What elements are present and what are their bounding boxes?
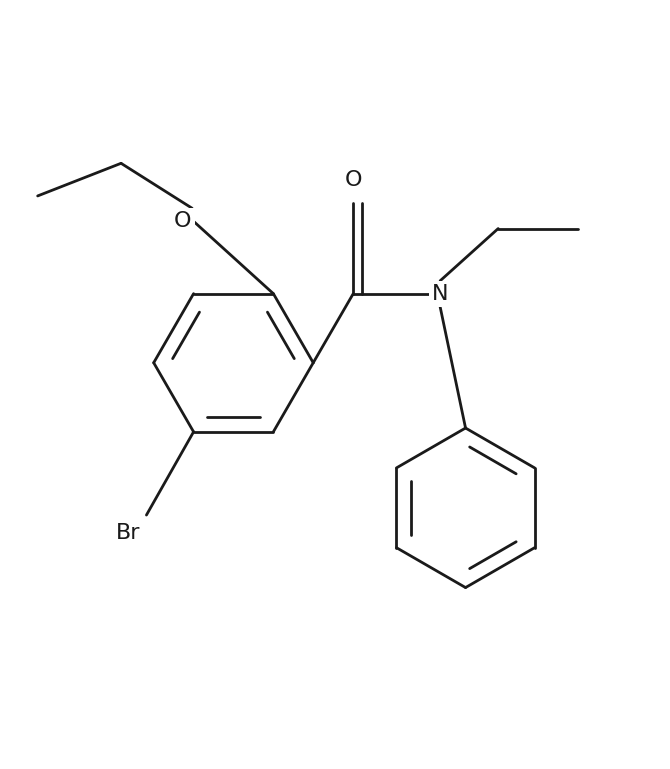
Text: O: O (174, 211, 192, 231)
Text: Br: Br (116, 523, 141, 543)
Text: O: O (344, 170, 362, 190)
Text: N: N (432, 284, 448, 304)
